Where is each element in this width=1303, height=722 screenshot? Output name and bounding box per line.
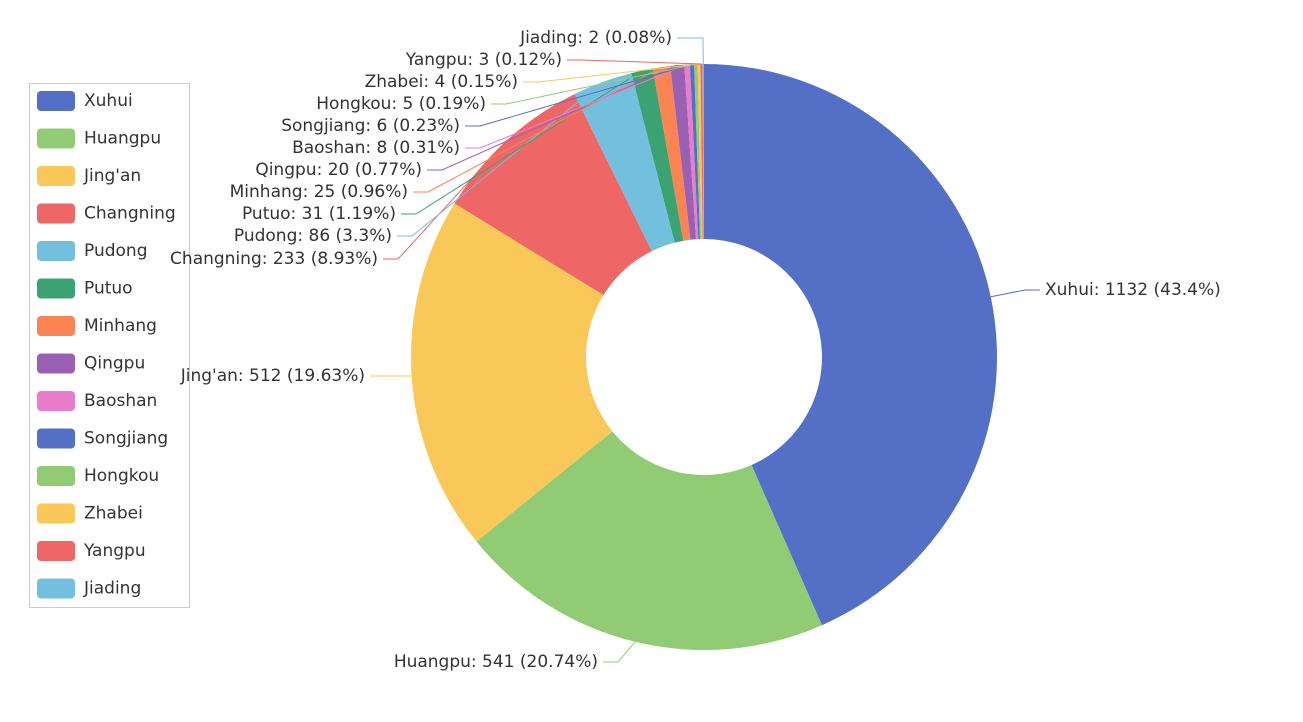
data-label: Songjiang: 6 (0.23%)	[281, 116, 460, 136]
data-label: Qingpu: 20 (0.77%)	[255, 160, 422, 180]
label-line	[603, 641, 636, 663]
data-label: Zhabei: 4 (0.15%)	[365, 72, 518, 92]
legend-label[interactable]: Jing'an	[83, 166, 141, 186]
legend-label[interactable]: Changning	[84, 204, 176, 224]
slice	[684, 64, 699, 240]
slice	[476, 431, 822, 650]
legend-label[interactable]: Putuo	[84, 279, 133, 299]
slice	[689, 64, 701, 240]
legend-swatch[interactable]	[37, 353, 75, 374]
legend-label[interactable]: Qingpu	[84, 354, 145, 374]
data-label: Baoshan: 8 (0.31%)	[292, 138, 460, 158]
label-line	[523, 63, 700, 83]
legend-swatch[interactable]	[37, 541, 75, 561]
legend-swatch[interactable]	[37, 391, 75, 411]
label-line	[677, 37, 704, 65]
label-line	[401, 70, 643, 215]
data-label: Minhang: 25 (0.96%)	[230, 182, 408, 202]
legend-label[interactable]: Baoshan	[84, 391, 157, 411]
data-label: Xuhui: 1132 (43.4%)	[1045, 280, 1221, 300]
legend-swatch[interactable]	[37, 91, 75, 111]
data-label: Hongkou: 5 (0.19%)	[316, 94, 486, 114]
label-line	[465, 63, 693, 127]
data-label: Jiading: 2 (0.08%)	[519, 28, 672, 48]
legend-label[interactable]: Xuhui	[84, 91, 133, 111]
slice	[652, 65, 691, 241]
label-line	[491, 63, 696, 105]
legend-label[interactable]: Zhabei	[84, 504, 143, 524]
legend-swatch[interactable]	[37, 241, 75, 261]
legend-label[interactable]: Hongkou	[84, 466, 159, 486]
legend-swatch[interactable]	[37, 428, 75, 449]
label-line	[413, 66, 662, 193]
data-label: Yangpu: 3 (0.12%)	[405, 50, 562, 70]
data-label: Pudong: 86 (3.3%)	[234, 226, 392, 246]
legend-label[interactable]: Songjiang	[84, 429, 168, 449]
slice	[697, 64, 703, 240]
data-label: Changning: 233 (8.93%)	[170, 249, 378, 269]
slice	[670, 64, 697, 240]
slice	[631, 68, 684, 243]
legend-swatch[interactable]	[37, 466, 75, 486]
slice	[574, 73, 675, 252]
label-line	[990, 289, 1040, 298]
legend-label[interactable]: Jiading	[83, 579, 141, 599]
slice	[411, 203, 613, 542]
legend-label[interactable]: Yangpu	[83, 541, 146, 561]
legend-label[interactable]: Huangpu	[84, 129, 161, 149]
data-label: Huangpu: 541 (20.74%)	[394, 652, 598, 672]
data-label: Putuo: 31 (1.19%)	[242, 204, 396, 224]
slice	[694, 64, 702, 240]
legend-label[interactable]: Minhang	[84, 316, 157, 336]
slice	[704, 64, 997, 626]
legend-swatch[interactable]	[37, 316, 75, 336]
legend-box	[29, 83, 190, 608]
legend-swatch[interactable]	[37, 203, 75, 224]
label-line	[567, 59, 702, 65]
label-line	[397, 81, 603, 237]
slice	[700, 64, 704, 240]
slice	[454, 94, 652, 296]
data-label: Jing'an: 512 (19.63%)	[180, 366, 365, 386]
legend-swatch[interactable]	[37, 503, 75, 524]
slice	[702, 64, 704, 240]
label-line	[465, 64, 688, 149]
legend-swatch[interactable]	[37, 128, 75, 149]
legend-label[interactable]: Pudong	[84, 241, 147, 261]
legend-swatch[interactable]	[37, 578, 75, 599]
legend-swatch[interactable]	[37, 278, 75, 299]
legend-swatch[interactable]	[37, 166, 75, 186]
